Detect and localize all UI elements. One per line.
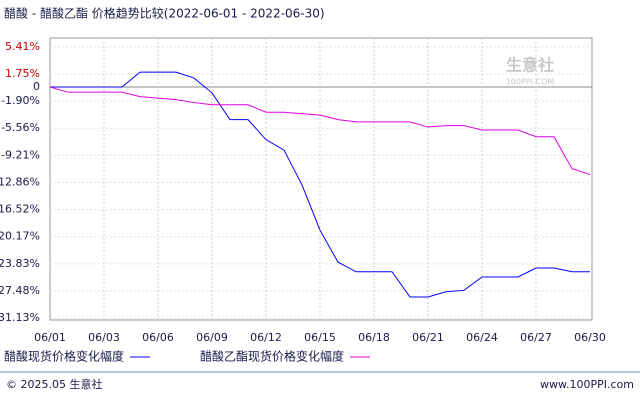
y-tick-label: -16.52% <box>0 203 40 216</box>
y-tick-label: -23.83% <box>0 257 40 270</box>
series-line <box>49 86 591 176</box>
watermark-sub: 100PPI.COM <box>506 78 555 87</box>
y-tick-label: -27.48% <box>0 284 40 297</box>
footer-left: © 2025.05 生意社 <box>6 377 102 391</box>
y-tick-label: -31.13% <box>0 311 40 324</box>
x-tick-label: 06/15 <box>304 331 336 344</box>
plot-frame <box>49 37 593 321</box>
x-tick-label: 06/09 <box>196 331 228 344</box>
y-tick-label: 1.75% <box>5 67 40 80</box>
watermark: 生意社 <box>506 56 554 75</box>
y-tick-label: -20.17% <box>0 230 40 243</box>
x-tick-label: 06/24 <box>466 331 498 344</box>
legend-label: 醋酸现货价格变化幅度 <box>4 349 124 364</box>
chart-title: 醋酸 - 醋酸乙酯 价格趋势比较(2022-06-01 - 2022-06-30… <box>4 6 325 21</box>
y-tick-label: -5.56% <box>1 121 40 134</box>
x-tick-label: 06/27 <box>520 331 552 344</box>
y-tick-label: -9.21% <box>1 148 40 161</box>
y-tick-label: 5.41% <box>5 40 40 53</box>
x-tick-label: 06/30 <box>574 331 606 344</box>
legend-label: 醋酸乙酯现货价格变化幅度 <box>200 349 344 364</box>
series-line <box>50 71 590 298</box>
x-tick-label: 06/18 <box>358 331 390 344</box>
footer-right: www.100PPI.com <box>540 378 634 391</box>
y-tick-label: -12.86% <box>0 175 40 188</box>
x-tick-label: 06/21 <box>412 331 444 344</box>
x-tick-label: 06/01 <box>34 331 66 344</box>
x-tick-label: 06/03 <box>88 331 120 344</box>
x-tick-label: 06/12 <box>250 331 282 344</box>
y-tick-label: -1.90% <box>1 94 40 107</box>
x-tick-label: 06/06 <box>142 331 174 344</box>
y-tick-label: 0 <box>33 80 40 93</box>
